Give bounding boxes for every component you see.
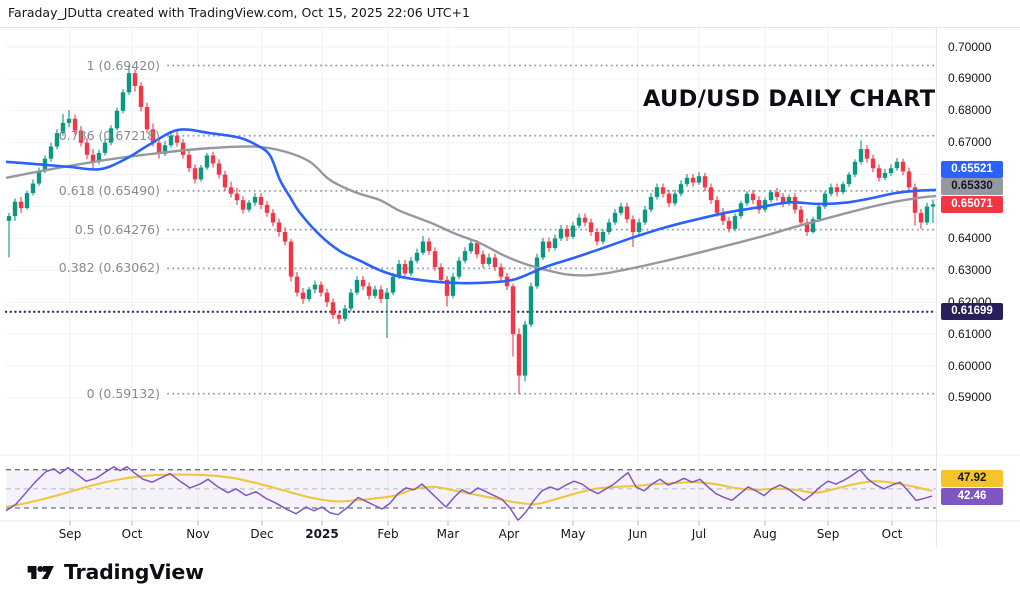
rsi-value-badge: 42.46 <box>941 487 1003 505</box>
tradingview-logo-icon <box>27 565 54 579</box>
fib-retracement-lines <box>4 64 938 395</box>
fib-level-label: 0 (0.59132) <box>86 385 160 401</box>
month-label: Dec <box>250 527 274 541</box>
attribution-text: Faraday_JDutta created with TradingView.… <box>8 5 470 20</box>
rsi-ma-line <box>5 473 933 509</box>
month-label: Mar <box>436 527 460 541</box>
fib-level-label: 1 (0.69420) <box>86 57 160 73</box>
tradingview-logo-text: TradingView <box>64 560 204 584</box>
month-label: Jun <box>628 527 648 541</box>
price-tick-label: 0.68000 <box>948 103 992 118</box>
month-label: May <box>560 527 586 541</box>
frame-layer <box>0 27 1020 547</box>
fib-level-label: 0.382 (0.63062) <box>58 260 160 276</box>
month-label: Nov <box>186 527 210 541</box>
chart-title-annotation: AUD/USD DAILY CHART <box>643 86 936 112</box>
last-price-badge: 0.65071 <box>941 195 1003 213</box>
fib-level-label: 0.786 (0.67218) <box>58 127 160 143</box>
ma-gray-line <box>5 145 937 277</box>
month-label: Jul <box>691 527 707 541</box>
rsi-pane <box>5 466 936 522</box>
month-label: Oct <box>881 527 903 541</box>
price-tick-label: 0.70000 <box>948 39 992 54</box>
month-label: 2025 <box>305 527 339 541</box>
price-tick-label: 0.64000 <box>948 230 992 245</box>
price-tick-label: 0.63000 <box>948 262 992 277</box>
month-label: Aug <box>753 527 777 541</box>
tradingview-logo[interactable]: TradingView <box>26 560 204 584</box>
price-tick-label: 0.69000 <box>948 71 992 86</box>
grid-layer <box>6 27 936 521</box>
ma-blue-value-badge: 0.65521 <box>941 160 1003 178</box>
month-label: Sep <box>816 527 840 541</box>
price-tick-label: 0.61000 <box>948 326 992 341</box>
ma-blue-line <box>5 128 937 285</box>
price-tick-label: 0.59000 <box>948 390 992 405</box>
fib-level-label: 0.5 (0.64276) <box>74 221 160 237</box>
month-label: Feb <box>377 527 399 541</box>
price-tick-label: 0.67000 <box>948 135 992 150</box>
rsi-ma-value-badge: 47.92 <box>941 470 1003 488</box>
month-label: Apr <box>498 527 520 541</box>
month-label: Oct <box>121 527 143 541</box>
key-level-badge: 0.61699 <box>941 303 1003 321</box>
fib-level-label: 0.618 (0.65490) <box>58 182 160 198</box>
month-label: Sep <box>58 527 82 541</box>
price-tick-label: 0.60000 <box>948 358 992 373</box>
rsi-line <box>5 466 933 522</box>
ma-gray-value-badge: 0.65330 <box>941 178 1003 196</box>
